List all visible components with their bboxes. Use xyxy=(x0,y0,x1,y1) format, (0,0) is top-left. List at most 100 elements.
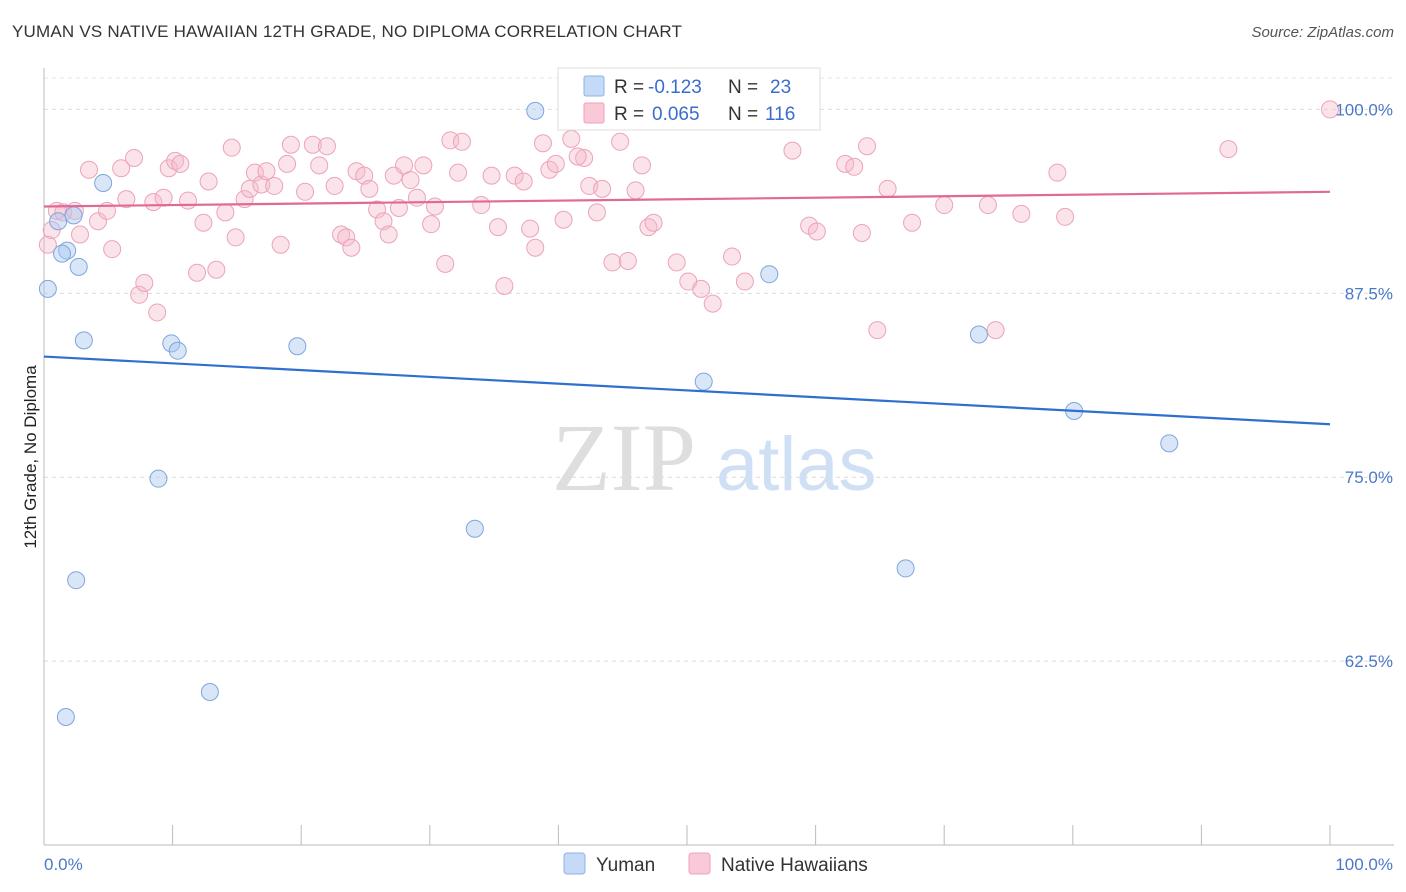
native-hawaiians-point-95 xyxy=(783,141,802,160)
yuman-point-2 xyxy=(58,241,77,260)
native-hawaiians-point-5 xyxy=(71,225,90,244)
native-hawaiians-point-109 xyxy=(1012,204,1031,223)
native-hawaiians-point-55 xyxy=(401,171,420,190)
yuman-point-21 xyxy=(1160,434,1179,453)
native-hawaiians-point-106 xyxy=(935,196,954,215)
native-hawaiians-point-36 xyxy=(278,154,297,173)
native-hawaiians-point-80 xyxy=(593,179,612,198)
native-hawaiians-point-61 xyxy=(441,131,460,150)
native-hawaiians-point-70 xyxy=(521,219,540,238)
yuman-trend-line xyxy=(43,355,1331,426)
native-hawaiians-point-18 xyxy=(159,159,178,178)
native-hawaiians-point-56 xyxy=(407,188,426,207)
native-hawaiians-point-1 xyxy=(42,221,61,240)
native-hawaiians-point-72 xyxy=(533,134,552,153)
native-hawaiians-point-33 xyxy=(257,162,276,181)
y-tick-label-3: 62.5% xyxy=(1345,652,1393,671)
yuman-point-3 xyxy=(64,206,83,225)
native-hawaiians-point-11 xyxy=(117,190,136,209)
native-hawaiians-point-7 xyxy=(89,212,108,231)
yuman-point-8 xyxy=(168,341,187,360)
chart-source: Source: ZipAtlas.com xyxy=(1251,24,1394,41)
native-hawaiians-point-9 xyxy=(103,240,122,259)
native-hawaiians-point-64 xyxy=(472,196,491,215)
bottom-legend-label-yuman: Yuman xyxy=(596,855,655,876)
native-hawaiians-point-108 xyxy=(986,321,1005,340)
native-hawaiians-point-10 xyxy=(112,159,131,178)
x-tick-label-left: 0.0% xyxy=(44,855,83,874)
yuman-point-6 xyxy=(74,331,93,350)
native-hawaiians-point-34 xyxy=(265,176,284,195)
native-hawaiians-point-58 xyxy=(422,215,441,234)
native-hawaiians-point-20 xyxy=(171,154,190,173)
native-hawaiians-point-103 xyxy=(868,321,887,340)
native-hawaiians-point-69 xyxy=(514,172,533,191)
native-hawaiians-point-100 xyxy=(845,157,864,176)
native-hawaiians-point-112 xyxy=(1219,140,1238,159)
native-hawaiians-point-39 xyxy=(303,135,322,154)
yuman-point-7 xyxy=(162,334,181,353)
chart-title: YUMAN VS NATIVE HAWAIIAN 12TH GRADE, NO … xyxy=(12,22,683,41)
native-hawaiians-point-53 xyxy=(389,198,408,217)
native-hawaiians-point-19 xyxy=(166,151,185,170)
y-axis-label: 12th Grade, No Diploma xyxy=(21,365,40,549)
bottom-legend-label-native-hawaiians: Native Hawaiians xyxy=(721,855,868,876)
native-hawaiians-point-30 xyxy=(240,179,259,198)
legend-r-label-yuman: R = xyxy=(614,77,644,98)
bottom-legend: Yuman Native Hawaiians xyxy=(563,852,868,876)
legend-n-label-yuman: N = xyxy=(728,77,758,98)
native-hawaiians-point-84 xyxy=(626,181,645,200)
native-hawaiians-point-25 xyxy=(207,260,226,279)
watermark-zip: ZIP xyxy=(552,404,696,511)
native-hawaiians-point-40 xyxy=(310,156,329,175)
legend-r-label-native-hawaiians: R = xyxy=(614,104,644,125)
native-hawaiians-point-31 xyxy=(245,163,264,182)
native-hawaiians-point-42 xyxy=(325,176,344,195)
native-hawaiians-point-75 xyxy=(554,210,573,229)
axes xyxy=(43,68,1394,846)
native-hawaiians-point-79 xyxy=(587,203,606,222)
native-hawaiians-point-37 xyxy=(281,135,300,154)
native-hawaiians-point-71 xyxy=(526,238,545,257)
native-hawaiians-point-110 xyxy=(1048,163,1067,182)
native-hawaiians-point-59 xyxy=(425,197,444,216)
x-ticks xyxy=(43,825,1331,845)
native-hawaiians-trend-line xyxy=(43,190,1331,208)
watermark-atlas: atlas xyxy=(716,422,877,507)
yuman-point-12 xyxy=(56,708,75,727)
trend-lines xyxy=(43,190,1331,426)
native-hawaiians-point-63 xyxy=(452,132,471,151)
native-hawaiians-point-6 xyxy=(80,160,99,179)
yuman-point-18 xyxy=(896,559,915,578)
native-hawaiians-point-101 xyxy=(852,224,871,242)
bottom-legend-swatch-yuman xyxy=(563,852,586,875)
native-hawaiians-point-104 xyxy=(878,179,897,198)
native-hawaiians-point-57 xyxy=(414,156,433,175)
native-hawaiians-point-74 xyxy=(546,154,565,173)
y-tick-label-0: 100.0% xyxy=(1335,100,1393,119)
native-hawaiians-point-67 xyxy=(495,276,514,295)
yuman-point-11 xyxy=(67,571,86,590)
native-hawaiians-point-14 xyxy=(135,274,154,293)
native-hawaiians-point-60 xyxy=(436,254,455,273)
native-hawaiians-point-83 xyxy=(618,251,637,270)
native-hawaiians-point-47 xyxy=(355,166,374,185)
legend-swatch-yuman xyxy=(583,75,605,97)
native-hawaiians-point-107 xyxy=(978,196,997,215)
y-tick-label-1: 87.5% xyxy=(1345,284,1393,303)
yuman-point-0 xyxy=(38,279,57,298)
legend-n-label-native-hawaiians: N = xyxy=(728,104,758,125)
data-points xyxy=(38,100,1339,727)
native-hawaiians-point-26 xyxy=(216,203,235,222)
native-hawaiians-point-43 xyxy=(332,225,351,244)
native-hawaiians-point-0 xyxy=(38,235,57,254)
legend-r-value-native-hawaiians: 0.065 xyxy=(652,104,700,125)
native-hawaiians-point-50 xyxy=(374,212,393,231)
native-hawaiians-point-102 xyxy=(858,137,877,156)
native-hawaiians-point-51 xyxy=(379,225,398,244)
native-hawaiians-point-13 xyxy=(130,285,149,304)
yuman-point-13 xyxy=(200,683,219,701)
legend-n-value-native-hawaiians: 116 xyxy=(765,104,795,125)
native-hawaiians-point-12 xyxy=(125,148,144,167)
